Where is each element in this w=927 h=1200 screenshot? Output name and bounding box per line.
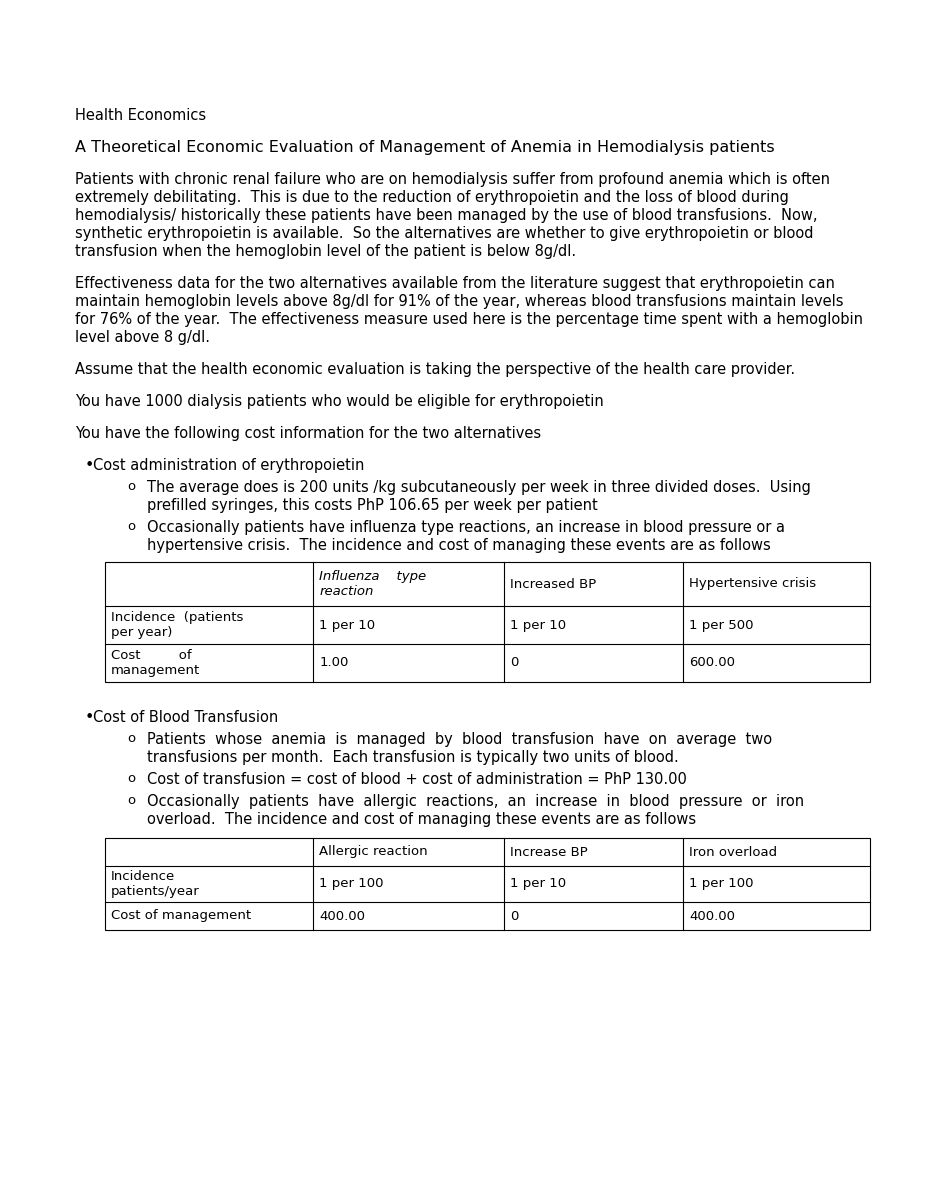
Text: hypertensive crisis.  The incidence and cost of managing these events are as fol: hypertensive crisis. The incidence and c…	[146, 538, 770, 553]
Text: You have 1000 dialysis patients who would be eligible for erythropoietin: You have 1000 dialysis patients who woul…	[75, 394, 603, 409]
Text: prefilled syringes, this costs PhP 106.65 per week per patient: prefilled syringes, this costs PhP 106.6…	[146, 498, 597, 514]
Text: 400.00: 400.00	[319, 910, 365, 923]
Text: patients/year: patients/year	[111, 886, 199, 898]
Text: o: o	[127, 480, 135, 493]
Text: Occasionally  patients  have  allergic  reactions,  an  increase  in  blood  pre: Occasionally patients have allergic reac…	[146, 794, 804, 809]
Text: Occasionally patients have influenza type reactions, an increase in blood pressu: Occasionally patients have influenza typ…	[146, 520, 784, 535]
Text: Increased BP: Increased BP	[510, 577, 596, 590]
Text: o: o	[127, 794, 135, 806]
Text: o: o	[127, 520, 135, 533]
Text: Allergic reaction: Allergic reaction	[319, 846, 427, 858]
Text: You have the following cost information for the two alternatives: You have the following cost information …	[75, 426, 540, 440]
Text: o: o	[127, 772, 135, 785]
Text: synthetic erythropoietin is available.  So the alternatives are whether to give : synthetic erythropoietin is available. S…	[75, 226, 813, 241]
Bar	[105, 838, 870, 930]
Text: extremely debilitating.  This is due to the reduction of erythropoietin and the : extremely debilitating. This is due to t…	[75, 190, 788, 205]
Text: Cost administration of erythropoietin: Cost administration of erythropoietin	[93, 458, 364, 473]
Text: 1 per 500: 1 per 500	[688, 618, 753, 631]
Text: reaction: reaction	[319, 584, 374, 598]
Text: management: management	[111, 664, 200, 677]
Text: 400.00: 400.00	[688, 910, 734, 923]
Text: o: o	[127, 732, 135, 745]
Text: Assume that the health economic evaluation is taking the perspective of the heal: Assume that the health economic evaluati…	[75, 362, 794, 377]
Bar	[105, 562, 870, 682]
Text: 600.00: 600.00	[688, 656, 734, 670]
Text: level above 8 g/dl.: level above 8 g/dl.	[75, 330, 210, 346]
Text: 0: 0	[510, 656, 518, 670]
Text: Cost         of: Cost of	[111, 649, 191, 662]
Text: for 76% of the year.  The effectiveness measure used here is the percentage time: for 76% of the year. The effectiveness m…	[75, 312, 862, 326]
Text: Patients  whose  anemia  is  managed  by  blood  transfusion  have  on  average : Patients whose anemia is managed by bloo…	[146, 732, 771, 746]
Text: The average does is 200 units /kg subcutaneously per week in three divided doses: The average does is 200 units /kg subcut…	[146, 480, 810, 494]
Text: •: •	[85, 458, 95, 473]
Text: 1 per 100: 1 per 100	[319, 877, 384, 890]
Text: 1 per 10: 1 per 10	[510, 618, 566, 631]
Text: maintain hemoglobin levels above 8g/dl for 91% of the year, whereas blood transf: maintain hemoglobin levels above 8g/dl f…	[75, 294, 843, 308]
Text: transfusions per month.  Each transfusion is typically two units of blood.: transfusions per month. Each transfusion…	[146, 750, 678, 766]
Text: per year): per year)	[111, 626, 172, 638]
Text: overload.  The incidence and cost of managing these events are as follows: overload. The incidence and cost of mana…	[146, 812, 695, 827]
Text: 0: 0	[510, 910, 518, 923]
Text: Health Economics: Health Economics	[75, 108, 206, 122]
Text: 1 per 10: 1 per 10	[319, 618, 375, 631]
Text: Cost of Blood Transfusion: Cost of Blood Transfusion	[93, 710, 278, 725]
Text: Iron overload: Iron overload	[688, 846, 776, 858]
Text: •: •	[85, 710, 95, 725]
Text: 1.00: 1.00	[319, 656, 349, 670]
Text: A Theoretical Economic Evaluation of Management of Anemia in Hemodialysis patien: A Theoretical Economic Evaluation of Man…	[75, 140, 774, 155]
Text: Cost of transfusion = cost of blood + cost of administration = PhP 130.00: Cost of transfusion = cost of blood + co…	[146, 772, 686, 787]
Text: Incidence  (patients: Incidence (patients	[111, 611, 243, 624]
Text: Effectiveness data for the two alternatives available from the literature sugges: Effectiveness data for the two alternati…	[75, 276, 834, 290]
Text: 1 per 10: 1 per 10	[510, 877, 566, 890]
Text: Hypertensive crisis: Hypertensive crisis	[688, 577, 815, 590]
Text: Influenza    type: Influenza type	[319, 570, 425, 583]
Text: Cost of management: Cost of management	[111, 910, 251, 923]
Text: Increase BP: Increase BP	[510, 846, 588, 858]
Text: hemodialysis/ historically these patients have been managed by the use of blood : hemodialysis/ historically these patient…	[75, 208, 817, 223]
Text: 1 per 100: 1 per 100	[688, 877, 753, 890]
Text: transfusion when the hemoglobin level of the patient is below 8g/dl.: transfusion when the hemoglobin level of…	[75, 244, 576, 259]
Text: Patients with chronic renal failure who are on hemodialysis suffer from profound: Patients with chronic renal failure who …	[75, 172, 829, 187]
Text: Incidence: Incidence	[111, 870, 175, 883]
